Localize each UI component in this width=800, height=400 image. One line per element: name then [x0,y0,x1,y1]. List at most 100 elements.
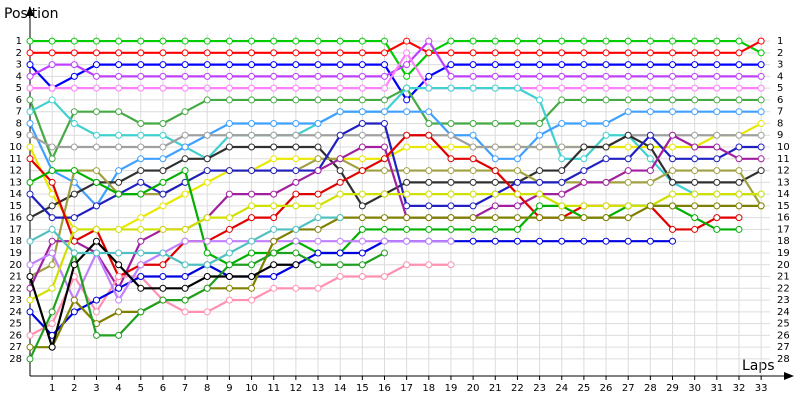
position-marker [425,37,433,45]
y-tick-label: 10 [9,142,22,153]
position-marker [92,143,100,151]
position-marker [159,167,167,175]
position-marker [270,190,278,198]
x-tick-label: 28 [644,383,657,394]
position-marker [580,178,588,186]
position-marker [735,190,743,198]
x-tick-label: 21 [489,383,502,394]
position-marker [48,202,56,210]
x-tick-label: 7 [182,383,188,394]
position-marker [270,167,278,175]
position-marker [602,178,610,186]
position-marker [336,273,344,281]
position-marker [336,249,344,257]
position-marker [403,237,411,245]
position-marker [691,108,699,116]
position-marker [292,37,300,45]
position-marker [536,84,544,92]
position-marker [669,72,677,80]
position-marker [447,84,455,92]
y-tick-label: 1 [16,36,22,47]
position-marker [669,143,677,151]
position-line [29,263,451,337]
position-marker [646,167,654,175]
x-tick-label: 31 [710,383,723,394]
position-marker [203,155,211,163]
position-marker [669,237,677,245]
position-marker [624,96,632,104]
position-marker [203,261,211,269]
y-tick-label-right: 6 [777,95,783,106]
position-marker [26,155,34,163]
position-marker [159,190,167,198]
y-tick-label: 15 [9,201,22,212]
y-tick-label-right: 16 [777,213,790,224]
position-marker [669,49,677,57]
position-marker [757,72,765,80]
position-marker [292,49,300,57]
position-marker [691,225,699,233]
position-marker [358,143,366,151]
position-marker [469,202,477,210]
position-marker [513,61,521,69]
position-marker [314,261,322,269]
position-marker [137,273,145,281]
position-marker [137,37,145,45]
position-marker [447,143,455,151]
y-axis-arrow [26,6,34,16]
position-marker [181,273,189,281]
position-marker [203,284,211,292]
position-marker [70,296,78,304]
position-marker [469,84,477,92]
position-marker [358,249,366,257]
position-marker [203,178,211,186]
position-line [30,39,762,54]
position-marker [358,37,366,45]
position-marker [602,119,610,127]
position-marker [602,49,610,57]
position-marker [447,61,455,69]
position-marker [580,96,588,104]
position-marker [292,190,300,198]
position-marker [513,225,521,233]
position-marker [181,108,189,116]
position-marker [225,143,233,151]
position-marker [181,308,189,316]
position-marker [48,308,56,316]
position-marker [669,178,677,186]
position-marker [425,167,433,175]
position-marker [646,72,654,80]
position-marker [447,202,455,210]
position-marker [159,225,167,233]
position-marker [735,167,743,175]
position-marker [248,202,256,210]
position-marker [447,237,455,245]
position-marker [491,155,499,163]
position-marker [314,131,322,139]
position-marker [669,61,677,69]
position-marker [558,37,566,45]
position-marker [602,72,610,80]
y-tick-label-right: 26 [777,330,790,341]
position-marker [403,49,411,57]
position-marker [48,37,56,45]
position-marker [602,131,610,139]
position-marker [491,119,499,127]
position-marker [292,178,300,186]
position-marker [26,273,34,281]
position-marker [181,84,189,92]
position-marker [536,49,544,57]
position-marker [646,143,654,151]
position-marker [491,225,499,233]
position-marker [115,296,123,304]
x-tick-label: 6 [160,383,166,394]
position-marker [469,37,477,45]
position-marker [203,37,211,45]
position-marker [270,249,278,257]
position-marker [513,72,521,80]
position-marker [735,37,743,45]
position-marker [691,96,699,104]
position-marker [225,214,233,222]
position-marker [669,108,677,116]
position-marker [26,214,34,222]
